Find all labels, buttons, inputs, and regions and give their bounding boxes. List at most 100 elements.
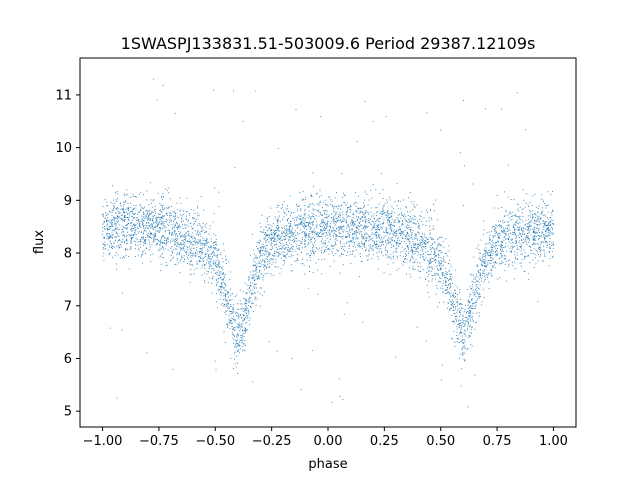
data-point [533, 248, 535, 250]
data-point [454, 346, 456, 347]
data-point [135, 205, 137, 207]
data-point [372, 220, 373, 222]
data-point [356, 227, 357, 229]
data-point [123, 211, 125, 213]
data-point [105, 244, 107, 246]
data-point [387, 240, 389, 242]
data-point [317, 269, 318, 271]
data-point [160, 242, 161, 244]
data-point [312, 243, 314, 245]
data-point [366, 233, 368, 235]
data-point [494, 262, 496, 264]
data-point [463, 353, 465, 355]
data-point [198, 223, 200, 225]
data-point [188, 245, 190, 247]
data-point [196, 249, 197, 251]
data-point [329, 225, 331, 227]
data-point [186, 251, 188, 253]
data-point [494, 232, 496, 234]
data-point [485, 266, 487, 268]
data-point [203, 256, 205, 258]
data-point [440, 129, 442, 131]
data-point [365, 221, 367, 223]
data-point [468, 312, 470, 314]
data-point [221, 279, 223, 281]
data-point [149, 218, 151, 219]
data-point [119, 212, 121, 214]
data-point [449, 259, 450, 261]
data-point [482, 261, 484, 263]
data-point [296, 218, 298, 220]
data-point [442, 272, 444, 273]
data-point [254, 279, 256, 281]
data-point [409, 273, 411, 275]
data-point [213, 254, 215, 256]
data-point [521, 245, 523, 247]
data-point [521, 212, 523, 214]
data-point [127, 249, 128, 251]
data-point [532, 218, 533, 220]
data-point [368, 214, 370, 216]
data-point [515, 240, 517, 242]
data-point [235, 339, 237, 341]
data-point [268, 267, 270, 269]
data-point [226, 299, 228, 301]
data-point [191, 250, 192, 252]
data-point [385, 231, 387, 233]
data-point [511, 239, 513, 241]
data-point [136, 222, 138, 224]
data-point [232, 328, 234, 329]
data-point [254, 274, 256, 275]
data-point [440, 236, 442, 238]
data-point [408, 253, 410, 255]
data-point [181, 217, 183, 219]
data-point [542, 214, 544, 216]
data-point [294, 238, 296, 239]
data-point [190, 260, 192, 262]
data-point [364, 100, 366, 102]
data-point [514, 229, 516, 231]
data-point [505, 211, 507, 213]
data-point [273, 229, 275, 231]
data-point [220, 295, 222, 297]
data-point [387, 219, 388, 221]
data-point [403, 217, 405, 219]
data-point [419, 228, 421, 230]
data-point [509, 232, 511, 234]
data-point [315, 226, 317, 228]
data-point [466, 320, 468, 322]
data-point [308, 222, 310, 224]
data-point [271, 274, 273, 276]
data-point [224, 342, 226, 344]
data-point [373, 233, 375, 235]
data-point [273, 240, 275, 242]
data-point [538, 221, 540, 223]
data-point [275, 266, 277, 268]
data-point [490, 272, 492, 274]
data-point [516, 203, 518, 205]
data-point [325, 229, 327, 231]
data-point [129, 206, 131, 208]
data-point [162, 215, 164, 217]
data-point [543, 214, 545, 216]
data-point [109, 222, 111, 224]
data-point [311, 195, 313, 197]
data-point [107, 219, 109, 221]
data-point [477, 265, 479, 267]
data-point [133, 240, 135, 242]
data-point [303, 222, 305, 224]
data-point [131, 219, 133, 221]
data-point [204, 224, 206, 226]
data-point [456, 302, 458, 304]
data-point [442, 280, 444, 282]
data-point [504, 270, 506, 272]
data-point [109, 237, 111, 239]
data-point [149, 230, 151, 232]
data-point [263, 260, 265, 262]
data-point [343, 220, 345, 222]
data-point [175, 217, 177, 219]
data-point [270, 229, 272, 231]
data-point [175, 238, 177, 240]
data-point [378, 203, 380, 205]
data-point [458, 323, 460, 325]
